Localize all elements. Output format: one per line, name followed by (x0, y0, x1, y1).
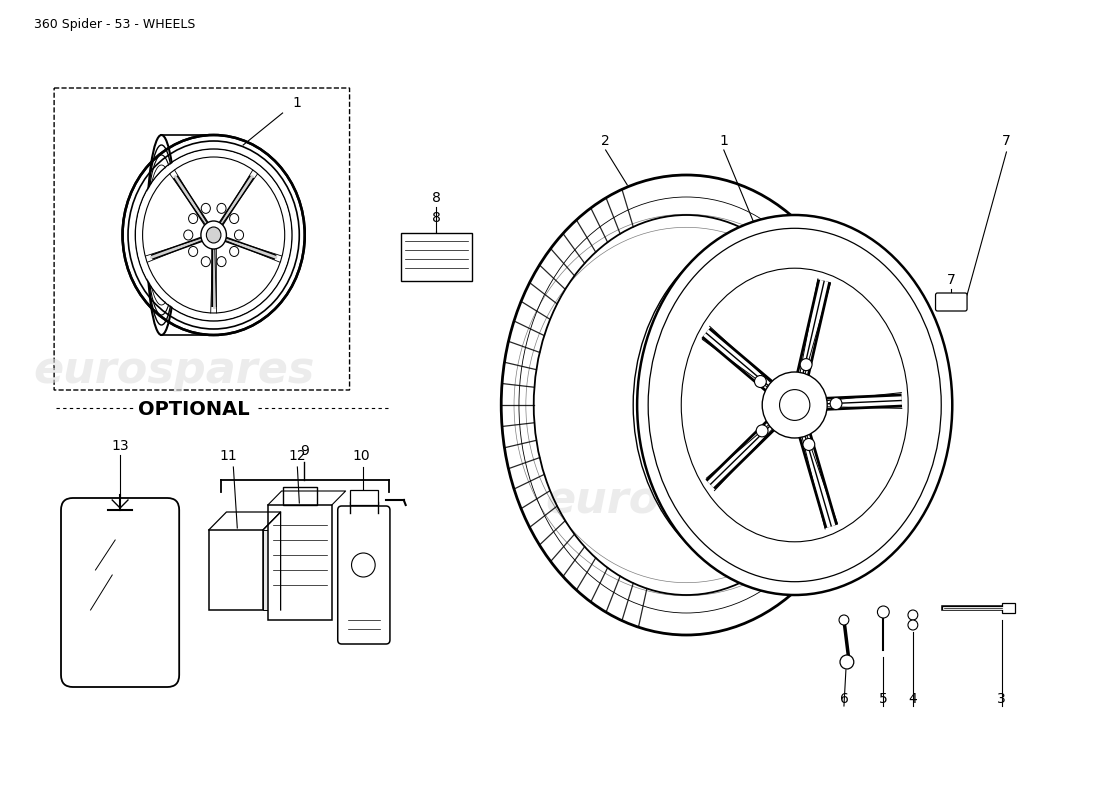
Bar (267, 505, 332, 620)
Ellipse shape (201, 203, 210, 214)
Ellipse shape (681, 268, 909, 542)
Text: 7: 7 (947, 273, 956, 287)
Ellipse shape (762, 372, 827, 438)
Circle shape (840, 655, 854, 669)
Ellipse shape (502, 175, 871, 635)
Ellipse shape (637, 215, 953, 595)
Bar (1001, 603, 1015, 613)
Circle shape (803, 438, 815, 450)
Ellipse shape (217, 257, 226, 266)
Text: 8: 8 (432, 211, 441, 225)
Ellipse shape (234, 230, 243, 240)
Circle shape (800, 358, 812, 370)
Ellipse shape (230, 214, 239, 223)
Text: 13: 13 (111, 439, 129, 453)
Text: 2: 2 (602, 134, 610, 148)
Ellipse shape (201, 257, 210, 266)
Text: eurospares: eurospares (34, 349, 315, 391)
Text: 9: 9 (300, 444, 309, 458)
Text: 11: 11 (220, 449, 238, 463)
Circle shape (830, 398, 842, 410)
Text: 8: 8 (432, 191, 441, 205)
Bar (350, 490, 378, 505)
Circle shape (908, 610, 917, 620)
Text: 4: 4 (909, 692, 917, 706)
FancyBboxPatch shape (935, 293, 967, 311)
Ellipse shape (188, 246, 198, 257)
Text: 360 Spider - 53 - WHEELS: 360 Spider - 53 - WHEELS (34, 18, 196, 31)
Text: 10: 10 (353, 449, 371, 463)
Text: 6: 6 (839, 692, 848, 706)
Ellipse shape (634, 225, 933, 586)
Circle shape (839, 615, 849, 625)
Ellipse shape (184, 230, 192, 240)
Text: 5: 5 (879, 692, 888, 706)
Text: 1: 1 (293, 96, 301, 110)
Bar (263, 530, 280, 610)
FancyBboxPatch shape (60, 498, 179, 687)
Text: eurospares: eurospares (546, 478, 827, 522)
Bar (400, 233, 472, 281)
Ellipse shape (201, 221, 227, 249)
Ellipse shape (217, 203, 226, 214)
Circle shape (908, 620, 917, 630)
Text: 3: 3 (997, 692, 1005, 706)
Circle shape (755, 375, 767, 387)
Text: 7: 7 (1002, 134, 1011, 148)
Circle shape (878, 606, 889, 618)
Text: 12: 12 (288, 449, 306, 463)
Circle shape (780, 390, 810, 421)
Ellipse shape (136, 150, 292, 320)
Circle shape (756, 425, 768, 437)
Text: 1: 1 (719, 134, 728, 148)
Bar (209, 530, 263, 610)
Text: OPTIONAL: OPTIONAL (139, 400, 250, 419)
Ellipse shape (207, 227, 221, 243)
Ellipse shape (188, 214, 198, 223)
Ellipse shape (230, 246, 239, 257)
Bar (283, 487, 317, 505)
FancyBboxPatch shape (338, 506, 389, 644)
